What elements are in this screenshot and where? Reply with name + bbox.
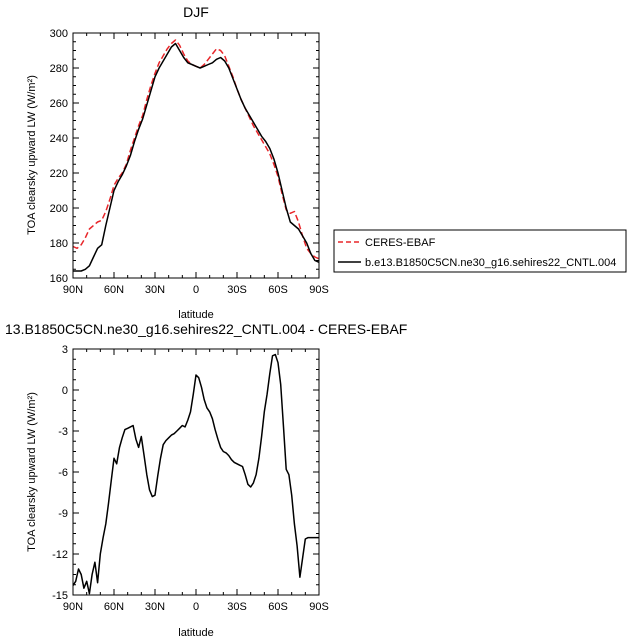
chart-title: DJF (183, 4, 209, 20)
y-tick-label: 3 (62, 344, 68, 356)
tick-group: 90N 60N 30N 0 30S 60S 90S -15 -12 -9 -6 -3 0 3 (52, 344, 329, 613)
x-tick-label: 90S (309, 601, 329, 613)
x-tick-label: 0 (193, 601, 199, 613)
y-tick-label: 220 (50, 168, 68, 180)
x-tick-label: 30S (227, 601, 247, 613)
plot-frame (72, 32, 320, 279)
y-tick-label: 200 (50, 203, 68, 215)
legend-entry-model: b.e13.B1850C5CN.ne30_g16.sehires22_CNTL.… (365, 257, 616, 269)
x-tick-label: 30N (145, 601, 165, 613)
legend-box (333, 229, 627, 273)
plot-frame (72, 348, 320, 596)
chart-title: 13.B1850C5CN.ne30_g16.sehires22_CNTL.004… (5, 321, 407, 337)
x-tick-label: 30N (145, 284, 165, 296)
x-tick-label: 90S (309, 284, 329, 296)
y-tick-label: 240 (50, 133, 68, 145)
x-tick-label: 60N (104, 284, 124, 296)
x-tick-label: 90N (63, 284, 83, 296)
y-tick-label: 160 (50, 273, 68, 285)
y-axis-label: TOA clearsky upward LW (W/m²) (26, 392, 38, 552)
y-tick-label: -15 (52, 590, 68, 602)
panel-top: DJF TOA clearsky upward LW (W/m²) latitu… (26, 4, 329, 321)
y-tick-label: -6 (58, 467, 68, 479)
y-tick-label: -9 (58, 508, 68, 520)
panel-bottom: 13.B1850C5CN.ne30_g16.sehires22_CNTL.004… (5, 321, 407, 639)
x-tick-label: 60N (104, 601, 124, 613)
series-line-0 (72, 39, 320, 260)
series-group (72, 353, 319, 595)
y-tick-label: -12 (52, 549, 68, 561)
series-group (72, 39, 320, 272)
x-tick-label: 90N (63, 601, 83, 613)
series-line-1 (73, 42, 320, 272)
legend-entry-ceres: CERES-EBAF (365, 237, 436, 249)
y-axis-label: TOA clearsky upward LW (W/m²) (26, 75, 38, 235)
y-tick-label: 0 (62, 385, 68, 397)
x-tick-label: 60S (268, 284, 288, 296)
y-tick-label: 180 (50, 238, 68, 250)
x-tick-label: 60S (268, 601, 288, 613)
x-axis-label: latitude (178, 309, 213, 321)
y-tick-label: 300 (50, 28, 68, 40)
y-tick-label: 260 (50, 98, 68, 110)
legend: CERES-EBAF b.e13.B1850C5CN.ne30_g16.sehi… (333, 229, 627, 273)
x-tick-label: 0 (193, 284, 199, 296)
y-tick-label: 280 (50, 63, 68, 75)
series-line-0 (72, 353, 319, 595)
x-axis-label: latitude (178, 627, 213, 639)
tick-group: 90N 60N 30N 0 30S 60S 90S 160 180 200 220 240 260 280… (50, 28, 329, 296)
y-tick-label: -3 (58, 426, 68, 438)
x-tick-label: 30S (227, 284, 247, 296)
